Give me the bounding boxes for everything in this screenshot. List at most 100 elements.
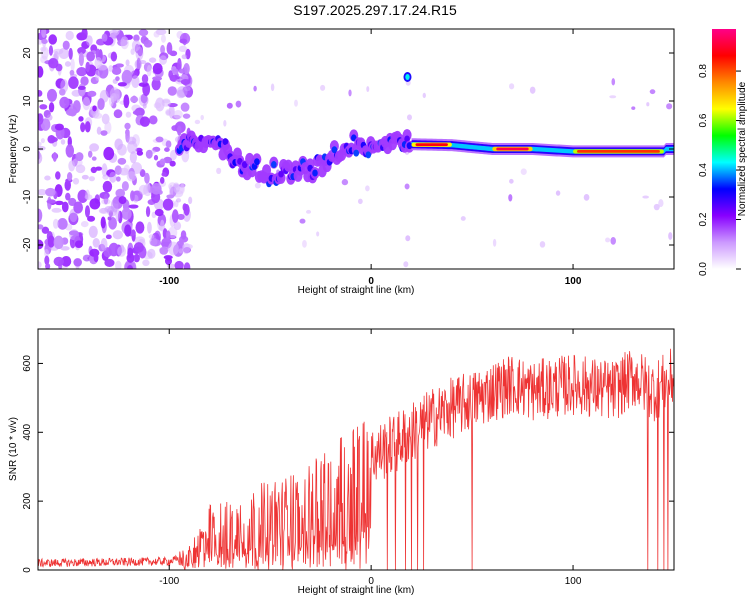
noise-speck [306,209,312,214]
ridge-peak [577,150,660,153]
noise-speck [136,150,144,156]
snr-y-label: SNR (10 * v/v) [8,417,19,481]
noise-speck [40,138,45,144]
noise-speck [123,94,130,109]
noise-speck [104,258,115,267]
noise-speck [130,190,135,202]
spectrogram-y-tick-label: 0 [22,146,33,152]
noise-speck [89,198,101,210]
noise-speck [41,226,50,234]
noise-speck [62,40,70,50]
noise-speck [139,116,151,127]
noise-speck [77,47,86,55]
noise-speck [174,260,184,269]
noise-speck [38,66,44,78]
noise-speck [152,76,163,81]
noise-speck [88,150,93,158]
noise-speck [61,201,69,213]
snr-x-ticks: -100 0 100 [159,329,582,587]
snr-x-tick-label: -100 [159,576,179,587]
noise-speck [175,198,182,203]
spectrogram-marks [38,29,674,269]
ridge-blob [312,169,318,177]
noise-speck [38,224,44,230]
noise-speck [145,206,151,218]
noise-speck [200,114,204,121]
noise-speck [365,185,370,192]
noise-speck [46,88,58,102]
noise-speck [145,149,153,159]
noise-speck [44,249,50,258]
noise-speck [124,122,131,130]
noise-speck [320,84,326,91]
noise-speck [88,176,95,182]
noise-speck [135,221,145,234]
noise-speck [65,192,71,201]
noise-speck [143,39,153,48]
noise-speck [127,264,133,269]
noise-speck [148,115,158,125]
noise-speck [54,123,64,131]
noise-speck [94,57,103,69]
noise-speck [127,140,138,154]
noise-speck [117,143,127,156]
noise-speck [144,172,150,184]
noise-speck [69,69,75,76]
noise-speck [183,262,191,269]
noise-speck [153,102,162,109]
noise-speck [226,102,233,109]
noise-speck [84,121,91,133]
noise-speck [115,176,121,182]
ridge-blob [254,158,260,166]
noise-speck [152,62,163,75]
noise-speck [646,102,650,107]
snr-y-tick-label: 600 [22,355,33,372]
noise-speck [117,157,127,165]
noise-speck [316,231,320,237]
noise-speck [129,151,137,164]
snr-y-tick-label: 0 [22,567,33,573]
spectrogram-y-tick-label: -10 [22,189,33,204]
noise-speck [102,174,109,180]
noise-speck [147,221,152,234]
noise-speck [142,259,150,267]
noise-speck [348,89,352,97]
noise-speck [65,108,77,116]
noise-speck [100,216,106,229]
noise-speck [85,189,90,200]
noise-speck [182,113,191,119]
noise-speck [167,86,177,96]
noise-speck [160,44,165,55]
noise-speck [649,89,656,95]
noise-speck [166,42,173,55]
noise-speck [631,106,636,110]
spectrogram-y-label: Frequency (Hz) [8,115,19,184]
ridge-blob [283,159,293,172]
snr-panel: -100 0 100 0 200 400 600 Height of straight l… [8,328,675,596]
ridge-blob [406,142,413,150]
noise-speck [87,215,96,222]
noise-speck [80,220,89,228]
noise-speck [120,36,129,50]
noise-speck [76,67,87,77]
noise-speck [341,179,349,186]
noise-speck [610,237,616,245]
noise-speck [147,248,156,259]
noise-speck [138,184,149,195]
colorbar-tick-label: 0.6 [698,113,709,127]
colorbar-tick-label: 0.2 [698,212,709,226]
noise-speck [92,105,97,112]
noise-speck [153,31,160,38]
noise-speck [155,136,164,143]
noise-speck [51,207,62,213]
noise-speck [176,125,182,136]
noise-speck [121,207,132,220]
noise-speck [179,183,185,194]
noise-speck [357,198,363,205]
noise-speck [113,109,123,119]
noise-speck [90,166,97,174]
noise-speck [86,35,93,46]
noise-speck [160,34,166,43]
artifact-spot [405,74,410,80]
noise-speck [118,196,127,205]
